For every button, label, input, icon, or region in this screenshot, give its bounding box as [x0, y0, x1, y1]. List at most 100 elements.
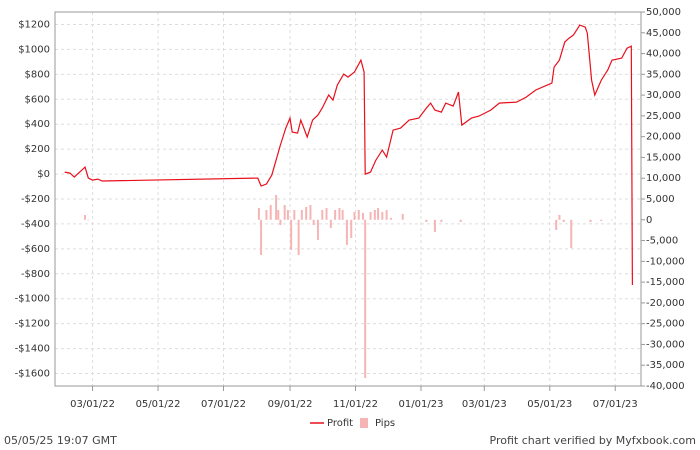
y-tick-label: $0 — [37, 169, 50, 180]
bar — [570, 219, 573, 248]
y-tick-label: -$1400 — [15, 344, 50, 355]
y-tick-label: -$600 — [21, 244, 50, 255]
y-tick-label: -$400 — [21, 219, 50, 230]
y-tick-label: -$1000 — [15, 294, 50, 305]
bar — [459, 219, 462, 222]
bar — [425, 219, 428, 222]
bar — [87, 219, 90, 221]
bar — [385, 209, 388, 220]
x-tick-label: 03/01/22 — [70, 399, 115, 410]
bar — [283, 204, 286, 220]
x-tick-label: 05/01/22 — [136, 399, 181, 410]
bar — [321, 209, 324, 220]
y2-tick-label: -25,000 — [646, 319, 685, 330]
profit-line — [64, 24, 633, 286]
bar — [350, 219, 353, 238]
y2-tick-label: 40,000 — [646, 49, 681, 60]
y-tick-label: $400 — [25, 119, 50, 130]
x-tick-label: 09/01/22 — [268, 399, 313, 410]
bar — [290, 219, 293, 250]
bar — [265, 209, 268, 220]
bar — [286, 209, 289, 220]
x-tick-label: 07/01/23 — [593, 399, 638, 410]
bar — [325, 207, 328, 220]
bar — [300, 209, 303, 220]
bar — [277, 209, 280, 220]
legend-swatch — [360, 418, 368, 428]
bar — [334, 209, 337, 220]
y-tick-label: $200 — [25, 144, 50, 155]
y2-tick-label: 30,000 — [646, 90, 681, 101]
y2-tick-label: 5,000 — [646, 194, 675, 205]
bar — [364, 219, 367, 378]
bar — [433, 219, 436, 232]
y2-tick-label: 35,000 — [646, 69, 681, 80]
bar — [353, 211, 356, 220]
bar — [558, 214, 561, 220]
x-tick-label: 01/01/23 — [399, 399, 444, 410]
bar — [377, 207, 380, 220]
x-tick-label: 05/01/23 — [527, 399, 572, 410]
y-tick-label: $600 — [25, 94, 50, 105]
bar — [345, 219, 348, 245]
bar — [341, 209, 344, 220]
bar — [401, 213, 404, 220]
footer-timestamp: 05/05/25 19:07 GMT — [4, 434, 117, 447]
y2-tick-label: 50,000 — [646, 7, 681, 18]
bar — [369, 211, 372, 220]
legend-label: Profit — [327, 418, 353, 429]
bar — [275, 194, 278, 220]
bar — [589, 219, 592, 222]
y-tick-label: $1000 — [18, 44, 50, 55]
y2-tick-label: -5,000 — [646, 236, 678, 247]
legend-label: Pips — [375, 418, 395, 429]
bar — [555, 219, 558, 230]
bar — [338, 207, 341, 220]
bar — [389, 217, 392, 220]
y2-tick-label: 45,000 — [646, 28, 681, 39]
y-tick-label: -$1200 — [15, 319, 50, 330]
x-tick-label: 03/01/23 — [462, 399, 507, 410]
y2-tick-label: -10,000 — [646, 256, 685, 267]
bar — [309, 204, 312, 220]
y-tick-label: -$800 — [21, 269, 50, 280]
bar — [305, 206, 308, 220]
plot-frame — [54, 11, 642, 387]
bar — [293, 209, 296, 220]
y2-tick-label: 25,000 — [646, 111, 681, 122]
y2-tick-label: -35,000 — [646, 360, 685, 371]
bar — [297, 219, 300, 255]
bar — [381, 211, 384, 220]
bar — [362, 212, 365, 220]
bar — [257, 207, 260, 220]
y-tick-label: $800 — [25, 69, 50, 80]
bar — [329, 219, 332, 228]
bar — [279, 219, 282, 225]
bar — [357, 209, 360, 220]
y2-tick-label: -20,000 — [646, 298, 685, 309]
y-tick-label: $1200 — [18, 19, 50, 30]
x-tick-label: 11/01/22 — [333, 399, 378, 410]
bar — [260, 219, 263, 255]
bar — [440, 219, 443, 222]
bar — [316, 219, 319, 240]
y2-tick-label: -15,000 — [646, 277, 685, 288]
bar — [562, 219, 565, 222]
y-tick-label: -$200 — [21, 194, 50, 205]
y2-tick-label: 15,000 — [646, 152, 681, 163]
bar — [600, 219, 603, 221]
y2-tick-label: 10,000 — [646, 173, 681, 184]
y2-tick-label: -40,000 — [646, 381, 685, 392]
y2-tick-label: 0 — [646, 215, 652, 226]
bar — [84, 214, 87, 220]
bar — [373, 209, 376, 220]
y-tick-label: -$1600 — [15, 369, 50, 380]
y2-tick-label: 20,000 — [646, 132, 681, 143]
bar — [312, 219, 315, 225]
x-tick-label: 07/01/22 — [201, 399, 246, 410]
bar — [611, 219, 614, 221]
footer-credit: Profit chart verified by Myfxbook.com — [490, 434, 697, 447]
y2-tick-label: -30,000 — [646, 339, 685, 350]
bar — [269, 204, 272, 220]
